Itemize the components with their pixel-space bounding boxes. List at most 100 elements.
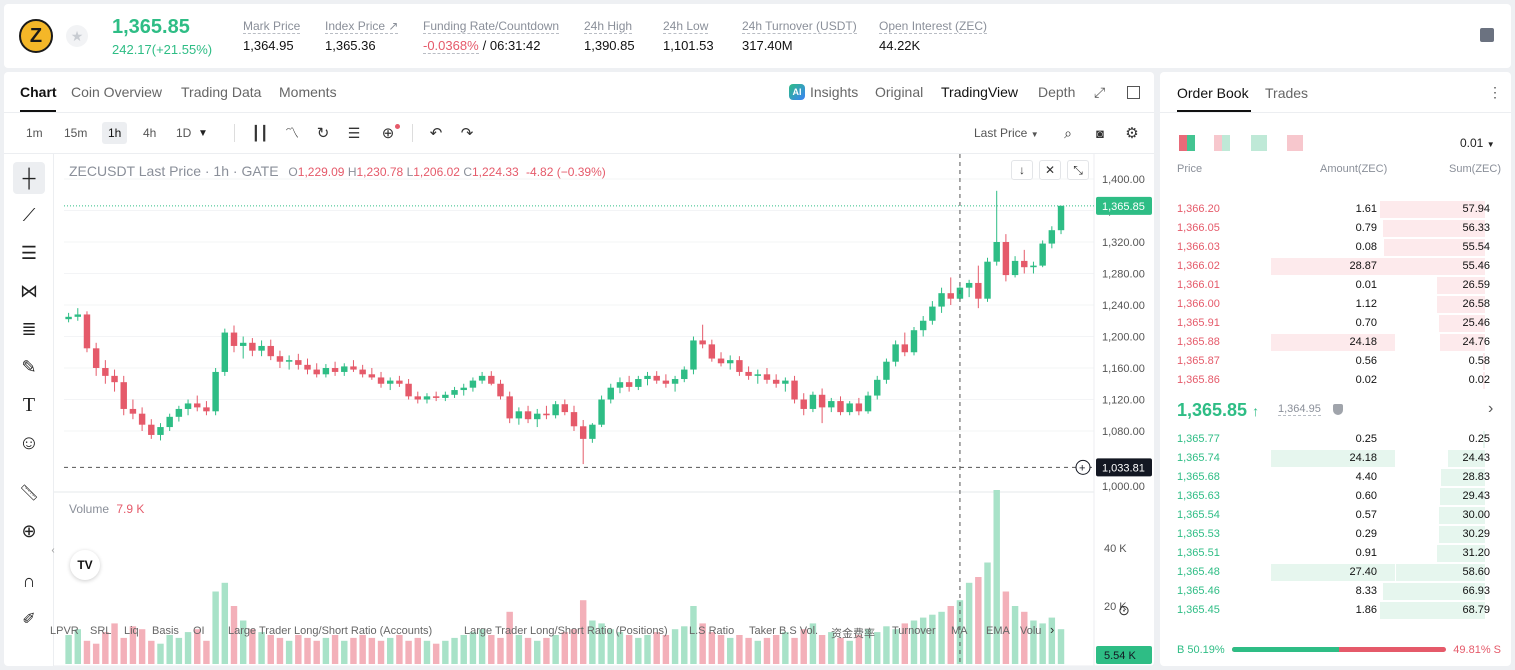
view-asks-icon[interactable] <box>1287 135 1303 151</box>
settings-gear-icon[interactable]: ⚙ <box>1125 125 1139 142</box>
indicator-tab[interactable]: MA <box>951 625 968 637</box>
indicators-icon[interactable]: 〽 <box>285 125 299 141</box>
volume-bar <box>524 637 532 664</box>
orderbook-row[interactable]: 1,365.53 0.29 30.29 <box>1160 525 1500 544</box>
interval-15m[interactable]: 15m <box>64 126 88 140</box>
favorite-star-icon[interactable]: ★ <box>66 25 88 47</box>
refresh-icon[interactable]: ↻ <box>316 125 330 142</box>
orderbook-row[interactable]: 1,365.77 0.25 0.25 <box>1160 430 1500 449</box>
tab-moments[interactable]: Moments <box>279 84 337 100</box>
candle-body <box>138 413 146 425</box>
orderbook-row[interactable]: 1,365.86 0.02 0.02 <box>1160 371 1500 390</box>
view-both-icon[interactable] <box>1179 135 1195 151</box>
indicator-tab[interactable]: EMA <box>986 625 1010 637</box>
more-menu-icon[interactable]: ⋮ <box>1488 84 1502 100</box>
indicator-tab[interactable]: Liq <box>124 625 139 637</box>
orderbook-row[interactable]: 1,365.87 0.56 0.58 <box>1160 352 1500 371</box>
indicator-tab[interactable]: Taker B.S Vol. <box>749 625 819 637</box>
window-icon[interactable] <box>1127 86 1140 99</box>
precision-select[interactable]: 0.01 ▼ <box>1460 136 1495 150</box>
orderbook-row[interactable]: 1,365.51 0.91 31.20 <box>1160 544 1500 563</box>
indicator-tab[interactable]: SRL <box>90 625 112 637</box>
tab-trades[interactable]: Trades <box>1265 85 1309 101</box>
view-tab-original[interactable]: Original <box>875 84 924 100</box>
emoji-icon[interactable]: ☺ <box>18 431 40 454</box>
view-bids-icon[interactable] <box>1251 135 1267 151</box>
pattern-icon[interactable]: ⋈ <box>20 280 38 301</box>
indicator-tab[interactable]: Large Trader Long/Short Ratio (Positions… <box>464 625 668 637</box>
orderbook-row[interactable]: 1,366.20 1.61 57.94 <box>1160 200 1500 219</box>
view-tab-tradingview[interactable]: TradingView <box>941 84 1019 100</box>
tab-coin-overview[interactable]: Coin Overview <box>71 84 163 100</box>
orderbook-row[interactable]: 1,365.68 4.40 28.83 <box>1160 468 1500 487</box>
fullscreen-icon[interactable]: ⤢ <box>1094 84 1106 100</box>
indicator-tab[interactable]: LPVR <box>50 625 79 637</box>
redo-icon[interactable]: ↷ <box>460 125 474 142</box>
undo-icon[interactable]: ↶ <box>429 125 443 142</box>
orderbook-row[interactable]: 1,365.91 0.70 25.46 <box>1160 314 1500 333</box>
indicator-tab[interactable]: 资金费率 <box>831 628 875 640</box>
interval-1m[interactable]: 1m <box>26 126 43 140</box>
expand-icon[interactable]: ⤡ <box>1067 160 1089 180</box>
scroll-left-icon[interactable]: ‹ <box>51 544 55 556</box>
tab-order-book[interactable]: Order Book <box>1177 85 1249 101</box>
horizontal-lines-icon[interactable]: ☰ <box>20 242 38 263</box>
candle-type-icon[interactable]: ┃┃ <box>251 124 269 141</box>
search-icon[interactable]: ⌕ <box>1064 124 1072 141</box>
indicator-tab[interactable]: Large Trader Long/Short Ratio (Accounts) <box>228 625 433 637</box>
reset-chart-icon[interactable]: ⊙ <box>1118 601 1130 618</box>
orderbook-row[interactable]: 1,365.46 8.33 66.93 <box>1160 582 1500 601</box>
orderbook-row[interactable]: 1,365.45 1.86 68.79 <box>1160 601 1500 620</box>
pencil-lock-icon[interactable]: ✐ <box>22 611 36 628</box>
depth-bar <box>1436 277 1485 294</box>
indicator-tab[interactable]: Volu <box>1020 625 1042 637</box>
chevron-down-icon[interactable]: ▼ <box>198 128 208 139</box>
view-mixed-icon[interactable] <box>1214 135 1230 151</box>
magnet-icon[interactable]: ∩ <box>22 570 36 591</box>
add-order-icon[interactable] <box>1075 459 1091 475</box>
orderbook-row[interactable]: 1,365.63 0.60 29.43 <box>1160 487 1500 506</box>
fib-icon[interactable]: ≣ <box>21 318 37 339</box>
view-tab-insights[interactable]: Insights <box>810 84 859 100</box>
collapse-icon[interactable]: ✕ <box>1039 160 1061 180</box>
ai-insights-icon[interactable]: AI <box>789 84 805 100</box>
indicator-tab[interactable]: Basis <box>152 625 179 637</box>
volume-bar <box>166 635 173 664</box>
scroll-down-icon[interactable]: ↓ <box>1011 160 1033 180</box>
volume-bar <box>809 623 817 664</box>
add-alert-icon[interactable]: ⊕ <box>381 125 395 142</box>
interval-4h[interactable]: 4h <box>143 126 157 140</box>
orderbook-row[interactable]: 1,366.03 0.08 55.54 <box>1160 238 1500 257</box>
orderbook-row[interactable]: 1,366.05 0.79 56.33 <box>1160 219 1500 238</box>
book-icon[interactable] <box>1480 28 1494 42</box>
indicator-tab[interactable]: L.S Ratio <box>689 625 735 637</box>
camera-icon[interactable]: ◙ <box>1096 125 1104 141</box>
interval-1D[interactable]: 1D <box>176 126 192 140</box>
chevron-right-icon[interactable]: › <box>1050 622 1055 637</box>
orderbook-row[interactable]: 1,365.88 24.18 24.76 <box>1160 333 1500 352</box>
view-tab-depth[interactable]: Depth <box>1038 84 1076 100</box>
zoom-in-icon[interactable]: ⊕ <box>21 520 37 541</box>
text-tool-icon[interactable]: T <box>22 393 36 416</box>
orderbook-row[interactable]: 1,365.54 0.57 30.00 <box>1160 506 1500 525</box>
indicator-tab[interactable]: OI <box>193 625 205 637</box>
tab-trading-data[interactable]: Trading Data <box>181 84 262 100</box>
template-icon[interactable]: ☰ <box>347 124 361 141</box>
brush-icon[interactable]: ✎ <box>21 356 37 377</box>
orderbook-sum: 24.76 <box>1462 336 1490 348</box>
orderbook-row[interactable]: 1,366.01 0.01 26.59 <box>1160 276 1500 295</box>
orderbook-row[interactable]: 1,365.74 24.18 24.43 <box>1160 449 1500 468</box>
price-type-select[interactable]: Last Price ▼ <box>974 126 1039 140</box>
ruler-icon[interactable]: 📏︎ <box>18 485 40 502</box>
tab-chart[interactable]: Chart <box>20 84 57 100</box>
orderbook-row[interactable]: 1,366.02 28.87 55.46 <box>1160 257 1500 276</box>
candlestick-chart[interactable]: 1,400.001,360.001,320.001,280.001,240.00… <box>54 154 1154 666</box>
chevron-right-icon[interactable]: › <box>1488 400 1494 417</box>
volume-bar <box>919 617 927 664</box>
orderbook-row[interactable]: 1,366.00 1.12 26.58 <box>1160 295 1500 314</box>
trend-line-icon[interactable]: ⟋ <box>22 204 36 225</box>
interval-1h[interactable]: 1h <box>102 122 128 144</box>
crosshair-icon[interactable]: ┼ <box>13 162 45 194</box>
orderbook-row[interactable]: 1,365.48 27.40 58.60 <box>1160 563 1500 582</box>
indicator-tab[interactable]: Turnover <box>892 625 936 637</box>
